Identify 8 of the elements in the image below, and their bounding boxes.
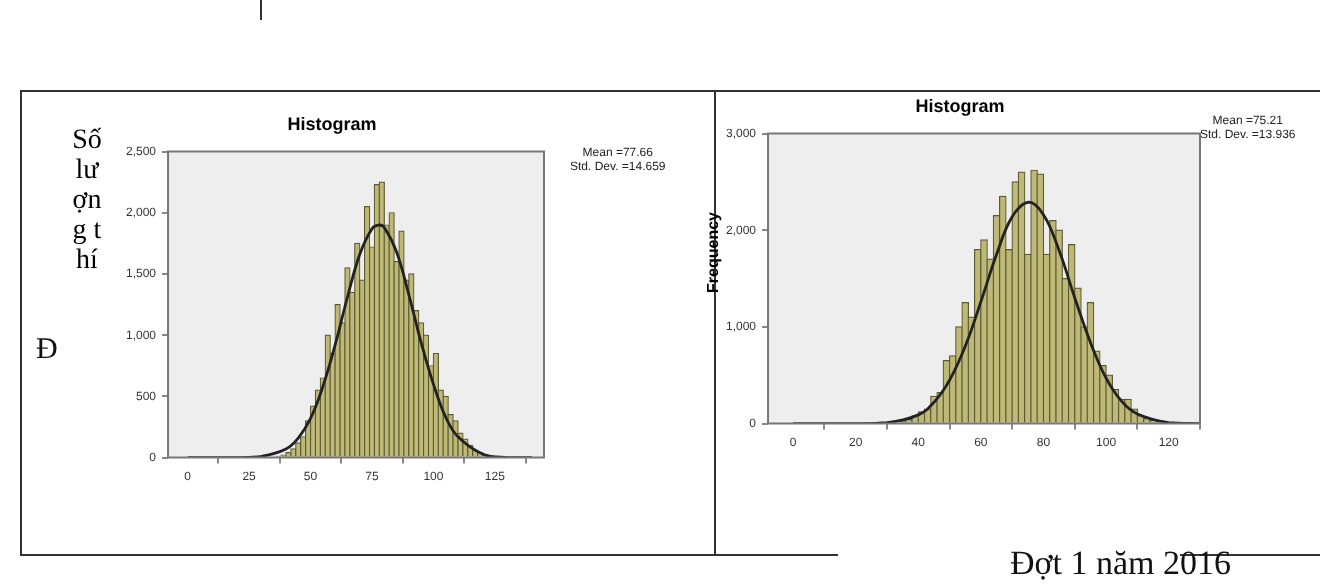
y-axis-title: Frequency bbox=[704, 212, 722, 293]
text: Đợt 1 năm 2016 bbox=[1010, 544, 1232, 584]
chart-title: Histogram bbox=[287, 113, 377, 134]
line-series bbox=[186, 223, 534, 458]
chart-title: Histogram bbox=[915, 95, 1005, 116]
text: Đ bbox=[36, 334, 58, 368]
y-axis-title: Số lượng thí bbox=[72, 126, 102, 276]
line-series bbox=[791, 200, 1200, 424]
